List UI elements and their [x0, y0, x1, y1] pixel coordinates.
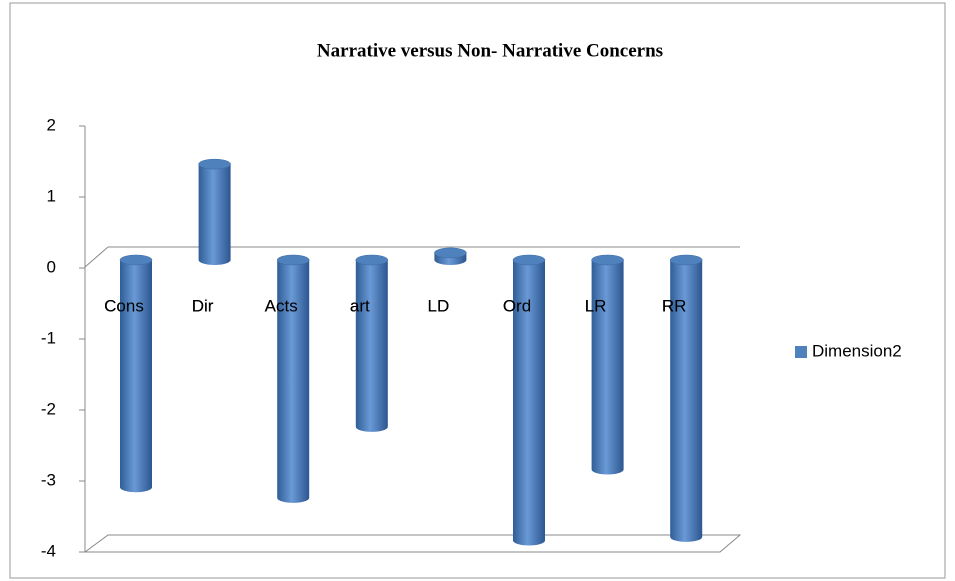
legend-label: Dimension2	[812, 341, 902, 360]
chart-title: Narrative versus Non- Narrative Concerns	[317, 40, 663, 61]
x-tick-label-overlay: Ord	[503, 296, 531, 315]
bar	[198, 158, 231, 265]
bar-cap	[591, 254, 624, 266]
bar-body	[591, 260, 624, 475]
bar-body	[513, 260, 545, 546]
x-tick-label: Dir	[192, 296, 214, 315]
y-tick-label: -3	[41, 470, 56, 489]
bar-cap	[276, 254, 310, 266]
y-tick-label: -4	[41, 541, 56, 560]
bar	[669, 254, 703, 542]
bar	[512, 254, 546, 546]
x-tick-label-overlay: Dir	[192, 296, 214, 315]
x-tick-label-overlay: art	[350, 296, 370, 315]
bar-cap	[119, 254, 153, 266]
y-tick-label: 1	[47, 186, 56, 205]
x-tick-label-overlay: RR	[662, 296, 687, 315]
bar-body	[198, 164, 231, 265]
y-tick-label: 2	[47, 115, 56, 134]
bar	[119, 254, 153, 493]
bar-body	[670, 260, 703, 542]
bar-body	[355, 260, 388, 432]
bar-body	[120, 260, 152, 493]
bar-cap	[434, 247, 467, 259]
bar	[355, 254, 389, 432]
x-tick-label-overlay: Cons	[104, 296, 144, 315]
x-tick-label-overlay: LR	[585, 296, 607, 315]
bar-cap	[355, 254, 389, 266]
bar	[434, 247, 467, 265]
bar-cap	[198, 158, 231, 170]
floor	[84, 534, 742, 553]
legend-swatch	[795, 346, 807, 358]
bar-cap	[512, 254, 546, 266]
bar	[591, 254, 624, 475]
y-tick-label: -1	[41, 328, 56, 347]
bar-body	[277, 260, 310, 503]
bar	[276, 254, 310, 503]
x-tick-label: LD	[428, 296, 450, 315]
bar-cap	[669, 254, 703, 266]
zero-depth-line	[84, 246, 109, 268]
y-tick-label: 0	[47, 257, 56, 276]
y-tick-label: -2	[41, 399, 56, 418]
chart-frame	[9, 2, 946, 579]
x-tick-label-overlay: LD	[428, 296, 450, 315]
x-tick-label-overlay: Acts	[265, 296, 298, 315]
